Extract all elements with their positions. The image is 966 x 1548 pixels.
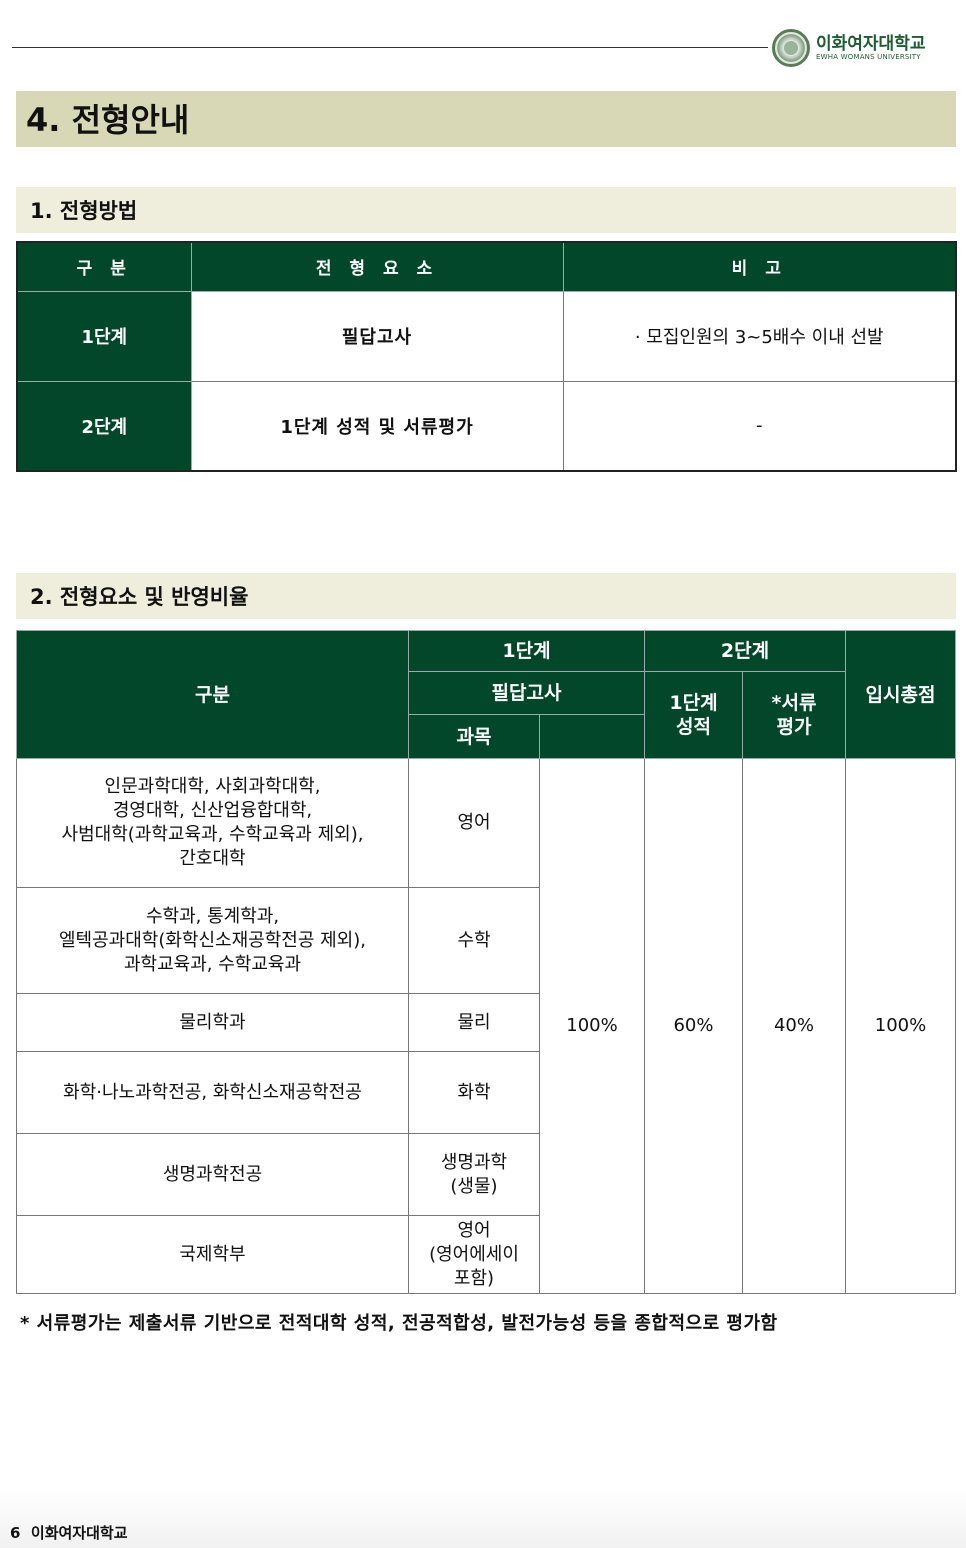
col-header-total: 입시총점 xyxy=(845,630,956,759)
selection-method-table: 구 분 전 형 요 소 비 고 1단계 필답고사 · 모집인원의 3~5배수 이… xyxy=(16,241,957,472)
section1-title: 1. 전형방법 xyxy=(16,187,956,233)
seal-icon xyxy=(772,29,810,67)
documents-value: 40% xyxy=(742,758,846,1294)
category-cell: 화학·나노과학전공, 화학신소재공학전공 xyxy=(16,1051,409,1134)
category-cell: 국제학부 xyxy=(16,1215,409,1294)
col-header: 구 분 xyxy=(16,241,192,292)
page-number: 6 xyxy=(10,1524,21,1542)
subject-cell: 영어 (영어에세이 포함) xyxy=(408,1215,540,1294)
stage1-score-value: 60% xyxy=(644,758,743,1294)
total-value: 100% xyxy=(845,758,956,1294)
table-row: 2단계 1단계 성적 및 서류평가 - xyxy=(16,380,957,472)
element-cell: 1단계 성적 및 서류평가 xyxy=(190,380,564,472)
table-row: 수학과, 통계학과, 엘텍공과대학(화학신소재공학전공 제외), 과학교육과, … xyxy=(16,887,956,994)
stage-cell: 2단계 xyxy=(16,380,192,472)
weight-table: 구분 1단계 2단계 입시총점 필답고사 1단계 성적 *서류 평가 과목 인문… xyxy=(16,630,956,1294)
col-header-subject: 과목 xyxy=(408,714,540,759)
written-value: 100% xyxy=(539,758,645,1294)
category-cell: 물리학과 xyxy=(16,993,409,1052)
col-header-documents: *서류 평가 xyxy=(742,671,846,759)
subject-cell: 수학 xyxy=(408,887,540,994)
col-header-written: 필답고사 xyxy=(408,671,645,715)
category-cell: 수학과, 통계학과, 엘텍공과대학(화학신소재공학전공 제외), 과학교육과, … xyxy=(16,887,409,994)
table-row: 인문과학대학, 사회과학대학, 경영대학, 신산업융합대학, 사범대학(과학교육… xyxy=(16,758,956,1294)
logo-english: EWHA WOMANS UNIVERSITY xyxy=(816,53,921,61)
col-header-stage1-score: 1단계 성적 xyxy=(644,671,743,759)
subject-cell: 물리 xyxy=(408,993,540,1052)
subject-cell: 생명과학 (생물) xyxy=(408,1133,540,1216)
stage-cell: 1단계 xyxy=(16,290,192,382)
subject-cell: 화학 xyxy=(408,1051,540,1134)
section2-title: 2. 전형요소 및 반영비율 xyxy=(16,573,956,619)
table-row: 물리학과 물리 xyxy=(16,993,956,1052)
col-header: 비 고 xyxy=(562,241,957,292)
footnote: * 서류평가는 제출서류 기반으로 전적대학 성적, 전공적합성, 발전가능성 … xyxy=(20,1313,778,1334)
element-cell: 필답고사 xyxy=(190,290,564,382)
header-rule xyxy=(12,47,768,48)
logo-korean: 이화여자대학교 xyxy=(816,34,926,54)
note-cell: · 모집인원의 3~5배수 이내 선발 xyxy=(562,290,957,382)
page-title: 4. 전형안내 xyxy=(16,91,956,147)
page-footer: 6 이화여자대학교 xyxy=(0,1490,966,1548)
footer-name: 이화여자대학교 xyxy=(30,1524,128,1542)
col-header: 전 형 요 소 xyxy=(190,241,564,292)
note-cell: - xyxy=(562,380,957,472)
col-header-stage1: 1단계 xyxy=(408,630,645,672)
col-header-category: 구분 xyxy=(16,630,409,759)
subject-cell: 영어 xyxy=(408,758,540,888)
table-row: 1단계 필답고사 · 모집인원의 3~5배수 이내 선발 xyxy=(16,290,957,382)
category-cell: 생명과학전공 xyxy=(16,1133,409,1216)
table-row: 화학·나노과학전공, 화학신소재공학전공 화학 xyxy=(16,1051,956,1134)
col-header-stage2: 2단계 xyxy=(644,630,846,672)
col-header-empty xyxy=(539,714,645,759)
table-row: 국제학부 영어 (영어에세이 포함) xyxy=(16,1215,956,1294)
university-logo: 이화여자대학교 EWHA WOMANS UNIVERSITY xyxy=(772,29,925,67)
category-cell: 인문과학대학, 사회과학대학, 경영대학, 신산업융합대학, 사범대학(과학교육… xyxy=(16,758,409,888)
